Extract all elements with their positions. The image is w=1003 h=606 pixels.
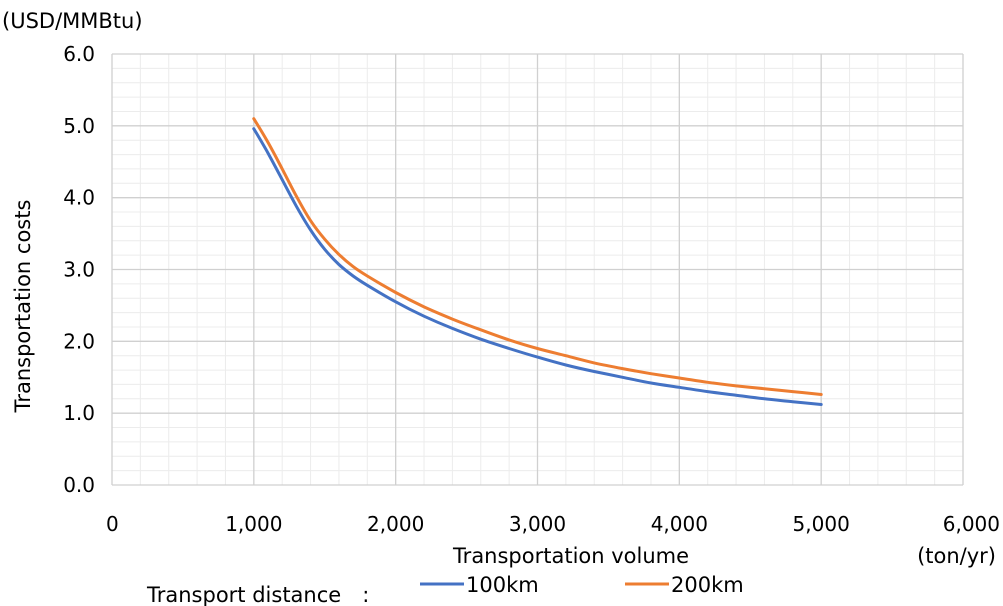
y-tick-label: 5.0: [63, 114, 95, 138]
y-tick-label: 0.0: [63, 473, 95, 497]
x-tick-label: 2,000: [367, 512, 424, 536]
x-tick-label: 4,000: [651, 512, 708, 536]
series-line-100km: [252, 127, 823, 406]
legend-title: Transport distance :: [146, 583, 369, 606]
y-axis-title: Transportation costs: [11, 200, 35, 414]
legend: Transport distance : 100km 200km: [146, 573, 744, 606]
major-gridlines: [111, 53, 964, 486]
legend-label-100km: 100km: [466, 573, 539, 597]
y-tick-label: 2.0: [63, 329, 95, 353]
y-tick-label: 1.0: [63, 401, 95, 425]
y-tick-labels: 0.0 1.0 2.0 3.0 4.0 5.0 6.0: [63, 42, 95, 497]
y-tick-label: 6.0: [63, 42, 95, 66]
x-tick-label: 6,000: [943, 512, 1000, 536]
x-tick-label: 3,000: [509, 512, 566, 536]
series-layer: [252, 117, 823, 406]
x-axis-title: Transportation volume: [452, 544, 689, 568]
x-tick-label: 1,000: [225, 512, 282, 536]
x-tick-labels: 0 1,000 2,000 3,000 4,000 5,000 6,000: [106, 512, 1000, 536]
x-axis-unit: (ton/yr): [917, 544, 996, 568]
legend-label-200km: 200km: [671, 573, 744, 597]
x-tick-label: 5,000: [793, 512, 850, 536]
y-tick-label: 3.0: [63, 258, 95, 282]
x-tick-label: 0: [106, 512, 119, 536]
y-axis-unit: (USD/MMBtu): [2, 9, 143, 33]
series-line-200km: [252, 117, 823, 396]
y-tick-label: 4.0: [63, 186, 95, 210]
